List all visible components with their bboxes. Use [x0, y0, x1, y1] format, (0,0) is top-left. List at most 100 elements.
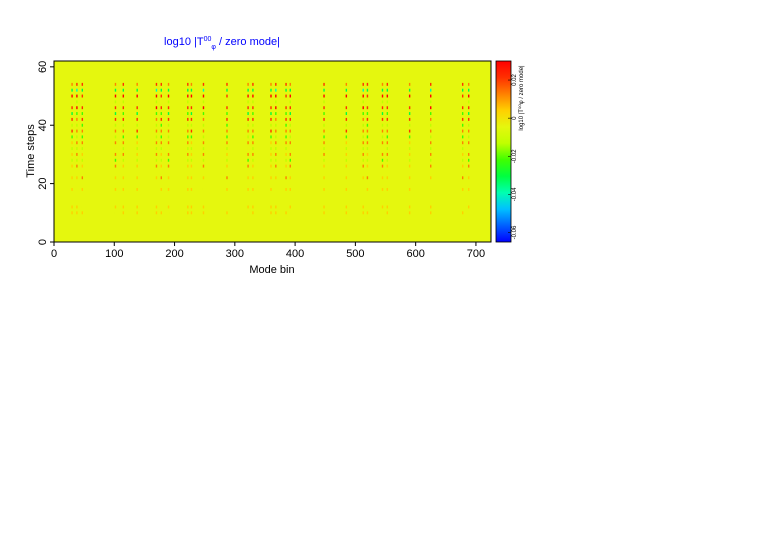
heatmap-cell [136, 123, 138, 127]
heatmap-cell [386, 135, 389, 139]
heatmap-cell [289, 158, 291, 162]
heatmap-cell [252, 147, 254, 151]
chart-title-sub: φ [211, 44, 216, 51]
heatmap-cell [155, 152, 158, 156]
heatmap-cell [408, 187, 411, 191]
heatmap-cell [190, 135, 193, 139]
heatmap-cell [247, 106, 249, 110]
heatmap-cell [468, 129, 470, 133]
heatmap-cell [323, 100, 325, 104]
heatmap-cell [285, 176, 287, 180]
heatmap-cell [160, 141, 162, 145]
heatmap-cell [362, 112, 364, 116]
heatmap-cell [362, 94, 364, 98]
heatmap-cell [190, 164, 193, 168]
heatmap-cell [122, 205, 125, 209]
x-tick-label: 700 [467, 248, 485, 260]
heatmap-cell [362, 100, 364, 104]
heatmap-cell [362, 141, 364, 145]
heatmap-cell [289, 94, 291, 98]
heatmap-cell [190, 176, 193, 180]
heatmap-cell [167, 187, 170, 191]
heatmap-cell [408, 129, 411, 133]
heatmap-cell [386, 100, 389, 104]
heatmap-cell [71, 82, 73, 86]
heatmap-cell [247, 141, 249, 145]
heatmap-cell [187, 164, 189, 168]
heatmap-cell [386, 129, 389, 133]
heatmap-cell [155, 187, 158, 191]
heatmap-cell [81, 94, 84, 98]
heatmap-cell [468, 158, 470, 162]
heatmap-cell [252, 152, 254, 156]
heatmap-cell [381, 211, 384, 215]
heatmap-cell [114, 176, 117, 180]
heatmap-cell [366, 211, 369, 215]
heatmap-cell [362, 164, 364, 168]
heatmap-cell [187, 88, 189, 92]
y-tick-label: 0 [37, 239, 49, 245]
heatmap-cell [386, 164, 389, 168]
heatmap-cell [122, 176, 125, 180]
heatmap-cell [226, 158, 228, 162]
heatmap-cell [461, 129, 464, 133]
heatmap-cell [76, 112, 78, 116]
heatmap-cell [468, 141, 470, 145]
heatmap-cell [386, 88, 389, 92]
heatmap-cell [461, 141, 464, 145]
heatmap-cell [122, 123, 125, 127]
heatmap-cell [381, 135, 384, 139]
heatmap-cell [285, 123, 287, 127]
heatmap-cell [275, 88, 277, 92]
heatmap-cell [71, 135, 73, 139]
y-tick-label: 20 [37, 177, 49, 189]
heatmap-cell [430, 88, 432, 92]
heatmap-cell [122, 135, 125, 139]
heatmap-cell [381, 152, 384, 156]
heatmap-cell [381, 158, 384, 162]
heatmap-cell [323, 94, 325, 98]
heatmap-cell [247, 147, 249, 151]
heatmap-cell [190, 117, 193, 121]
heatmap-cell [226, 141, 228, 145]
heatmap-cells [71, 82, 470, 215]
heatmap-cell [285, 94, 287, 98]
heatmap-cell [155, 112, 158, 116]
heatmap-cell [289, 152, 291, 156]
heatmap-cell [275, 205, 277, 209]
heatmap-cell [226, 135, 228, 139]
heatmap-cell [81, 88, 84, 92]
heatmap-cell [167, 164, 170, 168]
heatmap-cell [187, 158, 189, 162]
heatmap-cell [167, 94, 170, 98]
heatmap-cell [408, 205, 411, 209]
heatmap-cell [252, 94, 254, 98]
heatmap-cell [76, 141, 78, 145]
heatmap-cell [461, 117, 464, 121]
heatmap-cell [275, 164, 277, 168]
heatmap-cell [247, 117, 249, 121]
heatmap-cell [366, 129, 369, 133]
heatmap-cell [285, 187, 287, 191]
heatmap-cell [226, 123, 228, 127]
heatmap-cell [114, 112, 117, 116]
heatmap-cell [136, 187, 138, 191]
heatmap-cell [202, 135, 205, 139]
heatmap-cell [275, 117, 277, 121]
heatmap-cell [155, 158, 158, 162]
heatmap-cell [187, 187, 189, 191]
heatmap-cell [114, 158, 117, 162]
heatmap-cell [247, 129, 249, 133]
heatmap-cell [270, 123, 272, 127]
heatmap-cell [285, 82, 287, 86]
heatmap-cell [289, 106, 291, 110]
heatmap-cell [226, 117, 228, 121]
plot-area [53, 60, 492, 243]
heatmap-cell [468, 100, 470, 104]
heatmap-cell [270, 106, 272, 110]
heatmap-cell [289, 211, 291, 215]
heatmap-cell [468, 187, 470, 191]
x-tick-label: 100 [105, 248, 123, 260]
heatmap-cell [408, 141, 411, 145]
heatmap-cell [136, 176, 138, 180]
